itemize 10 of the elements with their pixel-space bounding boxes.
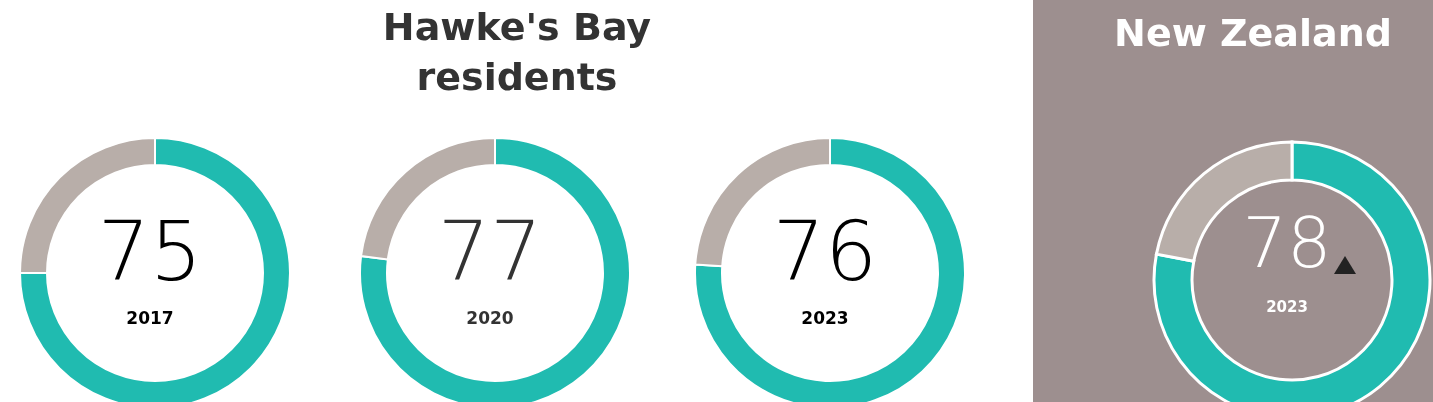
data-label: 75 xyxy=(96,204,204,299)
chart-title: New Zealand xyxy=(1113,10,1393,57)
chart-title: Hawke's Bay residents xyxy=(381,4,653,101)
data-label: 78 xyxy=(1241,202,1333,284)
data-label: 76 xyxy=(771,204,879,299)
text: 2020 xyxy=(465,308,515,328)
text: 2017 xyxy=(125,308,175,328)
text: 2023 xyxy=(1265,298,1309,316)
text: 2023 xyxy=(800,308,850,328)
data-label: 77 xyxy=(436,204,544,299)
